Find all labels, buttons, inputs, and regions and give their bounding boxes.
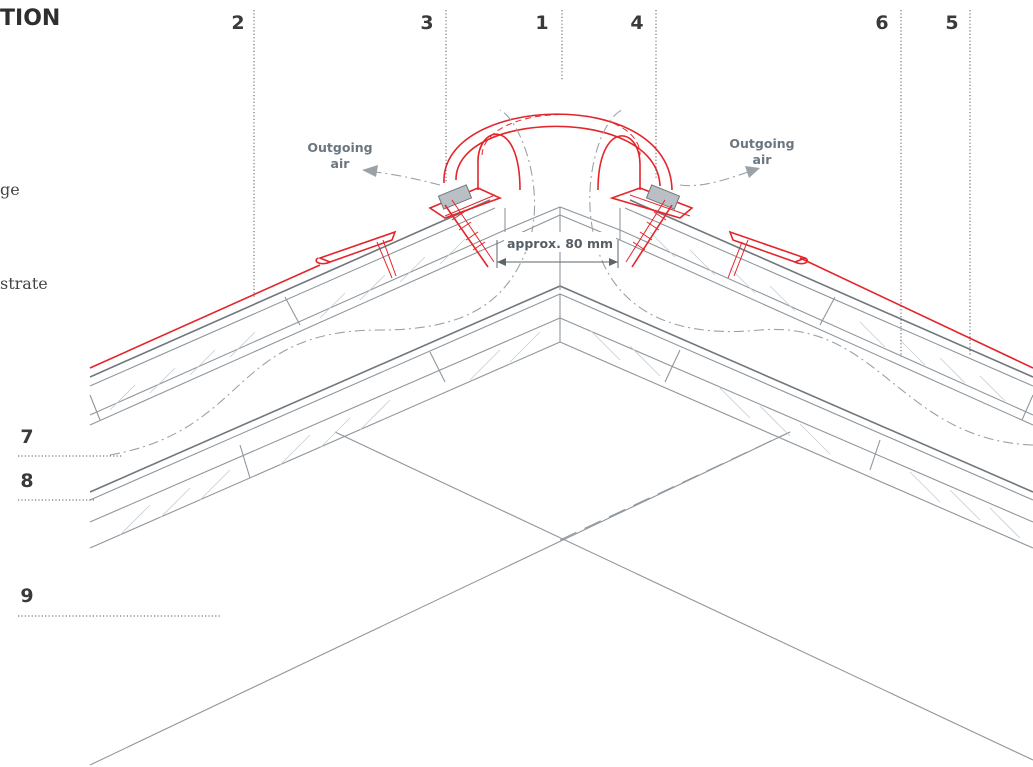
ceiling-line-left bbox=[89, 431, 791, 766]
dimension-ridge-gap: approx. 80 mm bbox=[496, 232, 619, 268]
ridge-vent-strip-right bbox=[727, 230, 809, 279]
outgoing-air-label-right-line2: air bbox=[753, 152, 773, 167]
text-fragment-1: ge bbox=[0, 180, 20, 199]
arrow-right-icon bbox=[745, 166, 760, 178]
roof-membrane bbox=[89, 194, 1033, 369]
membrane-left bbox=[89, 264, 321, 369]
ridge-screw-right bbox=[625, 199, 673, 268]
outgoing-air-label-right-line1: Outgoing bbox=[729, 136, 794, 151]
airflow-out-right bbox=[679, 171, 749, 187]
roof-deck-right bbox=[619, 199, 1033, 426]
callout-8: 8 bbox=[20, 470, 33, 492]
outgoing-air-label-left-line2: air bbox=[331, 156, 351, 171]
dimension-label: approx. 80 mm bbox=[507, 236, 613, 251]
text-fragment-2: strate bbox=[0, 274, 48, 293]
callout-leaders bbox=[18, 10, 971, 617]
arrow-left-icon bbox=[362, 165, 378, 177]
callout-5: 5 bbox=[945, 12, 958, 34]
airflow-out-left bbox=[374, 171, 441, 186]
ridge-vent-strip-left bbox=[315, 230, 397, 279]
section-title-fragment: TION bbox=[0, 6, 60, 31]
ridge-connectors bbox=[437, 184, 681, 210]
ridge-screw-left bbox=[444, 199, 495, 268]
callout-4: 4 bbox=[630, 12, 643, 34]
callout-2: 2 bbox=[231, 12, 244, 34]
membrane-right bbox=[799, 257, 1033, 369]
airflow-paths bbox=[109, 109, 1033, 456]
callout-3: 3 bbox=[420, 12, 433, 34]
callout-1: 1 bbox=[535, 12, 548, 34]
callout-9: 9 bbox=[20, 585, 33, 607]
ceiling-line-right bbox=[334, 431, 1033, 761]
hidden-edge-line bbox=[559, 431, 791, 541]
insulation-layer bbox=[89, 285, 1033, 549]
rafter-structure bbox=[89, 431, 1033, 766]
callout-7: 7 bbox=[20, 426, 33, 448]
outgoing-air-label-left-line1: Outgoing bbox=[307, 140, 372, 155]
roof-deck-left bbox=[89, 199, 506, 426]
callout-6: 6 bbox=[875, 12, 888, 34]
